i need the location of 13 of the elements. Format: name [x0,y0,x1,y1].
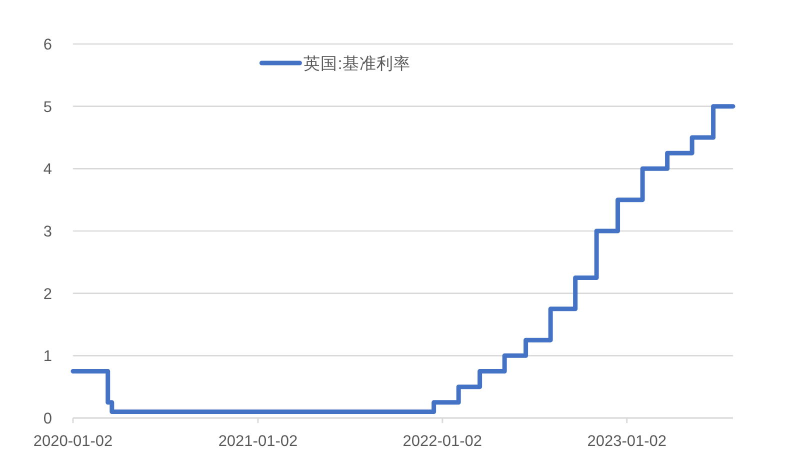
x-tick-label: 2020-01-02 [33,433,113,450]
legend-label: 英国:基准利率 [304,54,410,73]
y-tick-label: 4 [43,161,52,178]
y-tick-label: 1 [43,348,52,366]
y-tick-label: 0 [43,410,52,428]
x-tick-label: 2022-01-02 [402,433,482,450]
x-tick-label: 2023-01-02 [587,433,667,450]
y-tick-label: 3 [43,224,52,240]
legend: 英国:基准利率 [259,55,410,73]
x-tick-label: 2021-01-02 [218,433,298,450]
y-tick-label: 5 [43,98,52,116]
y-tick-label: 2 [43,286,52,303]
y-tick-label: 6 [43,36,52,54]
